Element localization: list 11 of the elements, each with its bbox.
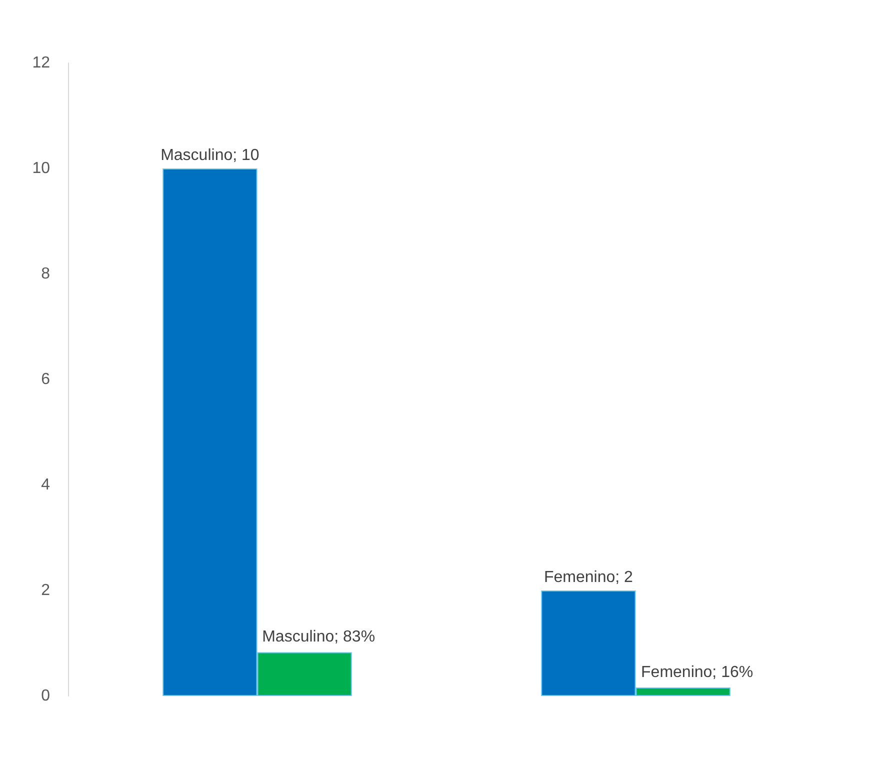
- y-tick-label: 0: [41, 688, 50, 704]
- y-tick-label: 4: [41, 476, 50, 494]
- data-label: Femenino; 16%: [641, 664, 754, 682]
- y-tick-label: 6: [41, 371, 50, 388]
- y-tick-label: 10: [32, 160, 50, 177]
- y-tick-label: 12: [32, 54, 50, 72]
- data-label: Masculino; 83%: [262, 628, 376, 646]
- data-label: Masculino; 10: [160, 147, 260, 164]
- data-label: Femenino; 2: [544, 569, 634, 586]
- y-tick-label: 8: [41, 266, 50, 282]
- y-tick-label: 2: [41, 582, 50, 599]
